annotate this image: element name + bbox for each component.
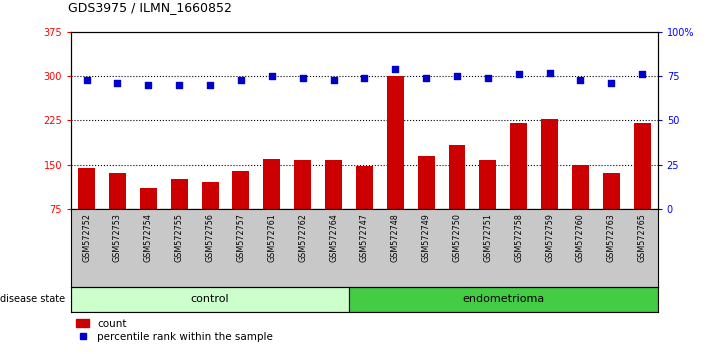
Text: GSM572751: GSM572751 bbox=[483, 213, 493, 262]
Bar bbox=[356, 166, 373, 209]
Text: endometrioma: endometrioma bbox=[462, 294, 545, 304]
Text: GSM572765: GSM572765 bbox=[638, 213, 647, 262]
Bar bbox=[349, 287, 658, 312]
Text: GDS3975 / ILMN_1660852: GDS3975 / ILMN_1660852 bbox=[68, 1, 231, 14]
Bar bbox=[171, 179, 188, 209]
Bar bbox=[109, 173, 126, 209]
Point bbox=[482, 75, 493, 81]
Bar bbox=[387, 76, 404, 209]
Point bbox=[513, 72, 525, 77]
Text: GSM572757: GSM572757 bbox=[236, 213, 245, 262]
Point bbox=[266, 73, 277, 79]
Bar bbox=[603, 173, 620, 209]
Text: GSM572752: GSM572752 bbox=[82, 213, 91, 262]
Text: disease state: disease state bbox=[0, 294, 65, 304]
Bar bbox=[449, 145, 466, 209]
Text: GSM572747: GSM572747 bbox=[360, 213, 369, 262]
Point bbox=[297, 75, 309, 81]
Text: GSM572754: GSM572754 bbox=[144, 213, 153, 262]
Bar bbox=[263, 159, 280, 209]
Point bbox=[636, 72, 648, 77]
Point bbox=[173, 82, 185, 88]
Point bbox=[420, 75, 432, 81]
Bar bbox=[201, 182, 218, 209]
Point bbox=[81, 77, 92, 82]
Point bbox=[544, 70, 555, 75]
Text: GSM572750: GSM572750 bbox=[452, 213, 461, 262]
Text: GSM572761: GSM572761 bbox=[267, 213, 277, 262]
Point bbox=[143, 82, 154, 88]
Text: GSM572756: GSM572756 bbox=[205, 213, 215, 262]
Text: GSM572759: GSM572759 bbox=[545, 213, 554, 262]
Bar bbox=[140, 188, 156, 209]
Bar bbox=[78, 167, 95, 209]
Bar bbox=[71, 287, 349, 312]
Point bbox=[606, 80, 617, 86]
Bar bbox=[294, 160, 311, 209]
Text: GSM572764: GSM572764 bbox=[329, 213, 338, 262]
Bar bbox=[417, 156, 434, 209]
Point bbox=[359, 75, 370, 81]
Point bbox=[574, 77, 586, 82]
Text: GSM572763: GSM572763 bbox=[607, 213, 616, 262]
Bar bbox=[634, 123, 651, 209]
Point bbox=[204, 82, 215, 88]
Point bbox=[112, 80, 123, 86]
Text: GSM572758: GSM572758 bbox=[514, 213, 523, 262]
Point bbox=[235, 77, 247, 82]
Bar bbox=[510, 123, 528, 209]
Legend: count, percentile rank within the sample: count, percentile rank within the sample bbox=[76, 319, 273, 342]
Bar bbox=[572, 165, 589, 209]
Bar bbox=[232, 171, 250, 209]
Text: GSM572762: GSM572762 bbox=[298, 213, 307, 262]
Text: GSM572748: GSM572748 bbox=[391, 213, 400, 262]
Point bbox=[390, 66, 401, 72]
Text: GSM572753: GSM572753 bbox=[113, 213, 122, 262]
Text: GSM572760: GSM572760 bbox=[576, 213, 585, 262]
Bar bbox=[325, 160, 342, 209]
Text: control: control bbox=[191, 294, 230, 304]
Text: GSM572749: GSM572749 bbox=[422, 213, 431, 262]
Bar bbox=[541, 119, 558, 209]
Text: GSM572755: GSM572755 bbox=[175, 213, 183, 262]
Bar bbox=[479, 160, 496, 209]
Point bbox=[451, 73, 463, 79]
Point bbox=[328, 77, 339, 82]
